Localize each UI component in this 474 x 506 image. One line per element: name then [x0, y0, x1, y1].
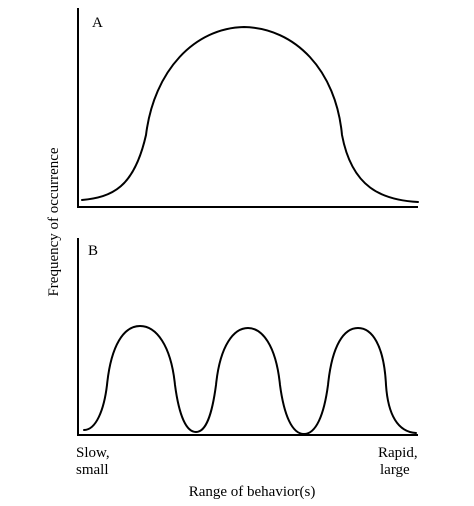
- panel-a-axes: [77, 8, 418, 208]
- panel-b-curve: [83, 325, 417, 435]
- x-left-label-line1: Slow,: [76, 445, 110, 461]
- panel-b-axes: [77, 238, 418, 436]
- panel-a: A: [77, 8, 419, 208]
- x-left-label-line2: small: [76, 462, 109, 478]
- panel-b-label: B: [88, 243, 98, 259]
- x-axis-label: Range of behavior(s): [189, 484, 316, 500]
- panel-b: B: [77, 238, 418, 436]
- x-right-label-line1: Rapid,: [378, 445, 418, 461]
- y-axis-label: Frequency of occurrence: [46, 147, 62, 296]
- panel-a-curve: [81, 26, 419, 203]
- x-right-label-line2: large: [380, 462, 410, 478]
- panel-a-label: A: [92, 15, 103, 31]
